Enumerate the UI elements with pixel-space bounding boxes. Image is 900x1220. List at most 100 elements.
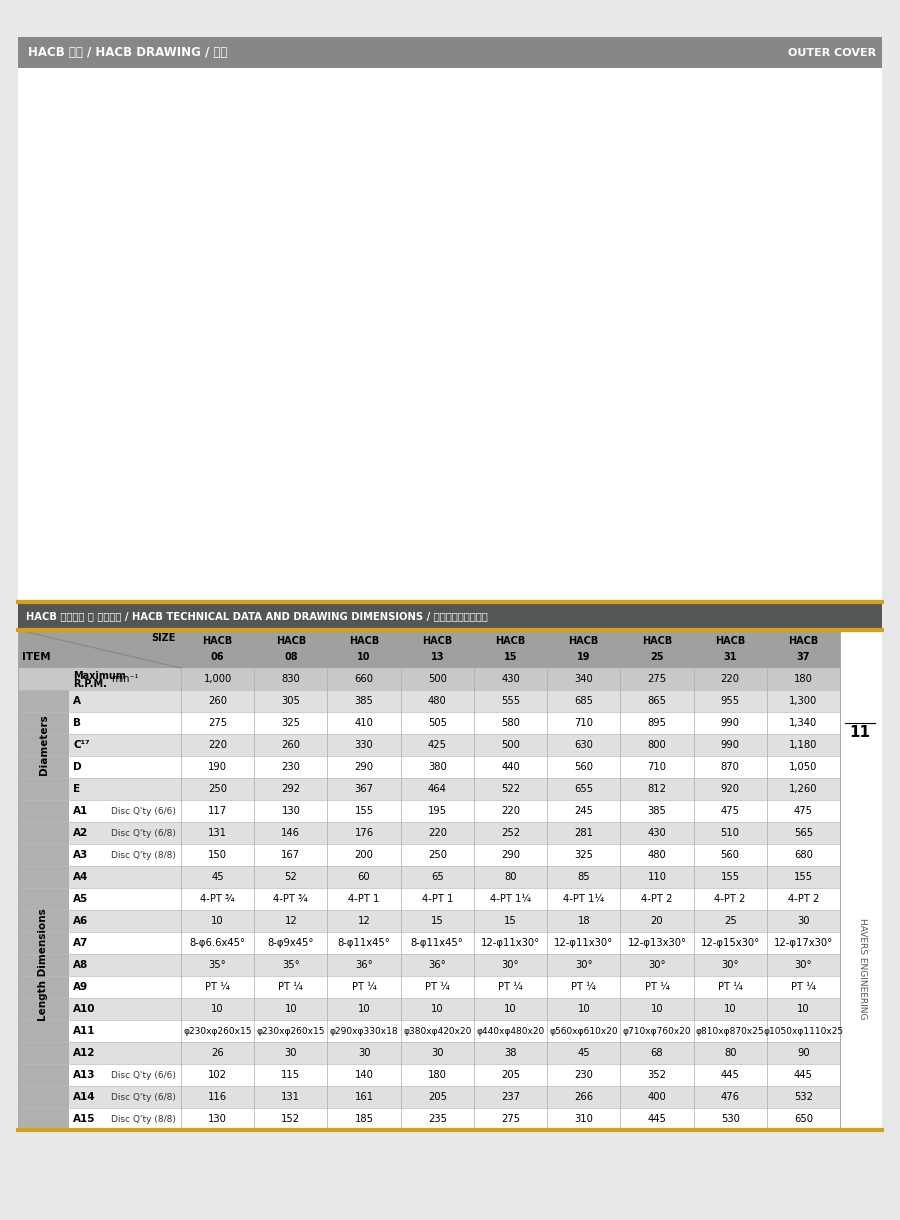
Text: 115: 115 — [282, 1070, 301, 1080]
Text: Disc Q'ty (6/6): Disc Q'ty (6/6) — [111, 806, 176, 815]
Text: A5: A5 — [73, 894, 88, 904]
Text: 650: 650 — [794, 1114, 813, 1124]
Text: 8-φ9x45°: 8-φ9x45° — [267, 938, 314, 948]
Text: φ230xφ260x15: φ230xφ260x15 — [256, 1026, 325, 1036]
Text: 30°: 30° — [648, 960, 666, 970]
Text: 10: 10 — [578, 1004, 590, 1014]
Text: 35°: 35° — [282, 960, 300, 970]
Text: 260: 260 — [208, 695, 227, 706]
Text: 275: 275 — [208, 719, 227, 728]
Text: 480: 480 — [648, 850, 666, 860]
Text: 235: 235 — [428, 1114, 446, 1124]
Text: 560: 560 — [574, 762, 593, 772]
Text: 895: 895 — [647, 719, 666, 728]
Text: 10: 10 — [284, 1004, 297, 1014]
Text: 155: 155 — [794, 872, 813, 882]
Text: 10: 10 — [797, 1004, 810, 1014]
Text: 35°: 35° — [209, 960, 227, 970]
Text: 4-PT 2: 4-PT 2 — [715, 894, 746, 904]
Text: φ560xφ610x20: φ560xφ610x20 — [549, 1026, 618, 1036]
Text: 445: 445 — [721, 1070, 740, 1080]
Text: HACB: HACB — [715, 636, 745, 645]
Text: 685: 685 — [574, 695, 593, 706]
Text: 990: 990 — [721, 741, 740, 750]
Text: 146: 146 — [282, 828, 301, 838]
Text: PT ¼: PT ¼ — [572, 982, 596, 992]
Text: Disc Q'ty (8/8): Disc Q'ty (8/8) — [111, 850, 176, 860]
Text: 36°: 36° — [356, 960, 373, 970]
Text: 205: 205 — [428, 1092, 446, 1102]
Text: HACB: HACB — [642, 636, 672, 645]
Text: 430: 430 — [501, 673, 520, 684]
Text: 117: 117 — [208, 806, 227, 816]
Text: 680: 680 — [794, 850, 813, 860]
Text: 260: 260 — [282, 741, 301, 750]
Text: 10: 10 — [431, 1004, 444, 1014]
Text: HACB: HACB — [349, 636, 379, 645]
Text: A15: A15 — [73, 1114, 95, 1124]
Text: 710: 710 — [647, 762, 666, 772]
Text: 220: 220 — [501, 806, 520, 816]
Text: ITEM: ITEM — [22, 651, 50, 661]
Text: 90: 90 — [797, 1048, 810, 1058]
Text: SIZE: SIZE — [151, 633, 176, 643]
Text: 8-φ11x45°: 8-φ11x45° — [338, 938, 391, 948]
Text: 330: 330 — [355, 741, 374, 750]
Text: 250: 250 — [428, 850, 446, 860]
Text: 252: 252 — [501, 828, 520, 838]
Text: 1,050: 1,050 — [789, 762, 817, 772]
Text: 38: 38 — [504, 1048, 517, 1058]
Text: min⁻¹: min⁻¹ — [111, 673, 139, 684]
Text: 1,000: 1,000 — [203, 673, 231, 684]
Text: 131: 131 — [282, 1092, 301, 1102]
Text: 220: 220 — [721, 673, 740, 684]
Text: 176: 176 — [355, 828, 374, 838]
Text: 195: 195 — [428, 806, 446, 816]
Text: 116: 116 — [208, 1092, 227, 1102]
Text: 102: 102 — [208, 1070, 227, 1080]
Text: 340: 340 — [574, 673, 593, 684]
Text: 130: 130 — [208, 1114, 227, 1124]
Text: 237: 237 — [501, 1092, 520, 1102]
Text: 200: 200 — [355, 850, 374, 860]
Text: A2: A2 — [73, 828, 88, 838]
Text: 500: 500 — [428, 673, 446, 684]
Text: A14: A14 — [73, 1092, 95, 1102]
Text: A3: A3 — [73, 850, 88, 860]
Bar — [18, 1108, 840, 1130]
Text: 20: 20 — [651, 916, 663, 926]
Text: A10: A10 — [73, 1004, 95, 1014]
Text: 830: 830 — [282, 673, 301, 684]
Text: 30: 30 — [284, 1048, 297, 1058]
Text: 400: 400 — [648, 1092, 666, 1102]
Text: PT ¼: PT ¼ — [352, 982, 376, 992]
Text: Disc Q'ty (6/8): Disc Q'ty (6/8) — [111, 828, 176, 837]
Bar — [18, 800, 840, 822]
Text: 865: 865 — [647, 695, 666, 706]
Text: 45: 45 — [212, 872, 224, 882]
Text: 18: 18 — [578, 916, 590, 926]
Text: 152: 152 — [282, 1114, 301, 1124]
Text: 36°: 36° — [428, 960, 446, 970]
Text: 150: 150 — [208, 850, 227, 860]
Text: 8-φ11x45°: 8-φ11x45° — [410, 938, 464, 948]
Text: 290: 290 — [355, 762, 374, 772]
Text: 205: 205 — [501, 1070, 520, 1080]
Bar — [18, 910, 840, 932]
Text: 15: 15 — [431, 916, 444, 926]
Text: 292: 292 — [282, 784, 301, 794]
Text: HAVERS ENGINEERING: HAVERS ENGINEERING — [858, 917, 867, 1019]
Text: 12-φ11x30°: 12-φ11x30° — [554, 938, 613, 948]
Text: 555: 555 — [501, 695, 520, 706]
Text: PT ¼: PT ¼ — [278, 982, 303, 992]
Text: 12-φ17x30°: 12-φ17x30° — [774, 938, 833, 948]
Text: 65: 65 — [431, 872, 444, 882]
Text: A8: A8 — [73, 960, 88, 970]
Text: φ810xφ870x25: φ810xφ870x25 — [696, 1026, 764, 1036]
Text: 522: 522 — [501, 784, 520, 794]
Text: HACB: HACB — [569, 636, 598, 645]
Text: 4-PT 1: 4-PT 1 — [348, 894, 380, 904]
Text: 800: 800 — [648, 741, 666, 750]
Text: 425: 425 — [428, 741, 446, 750]
Text: PT ¼: PT ¼ — [791, 982, 815, 992]
